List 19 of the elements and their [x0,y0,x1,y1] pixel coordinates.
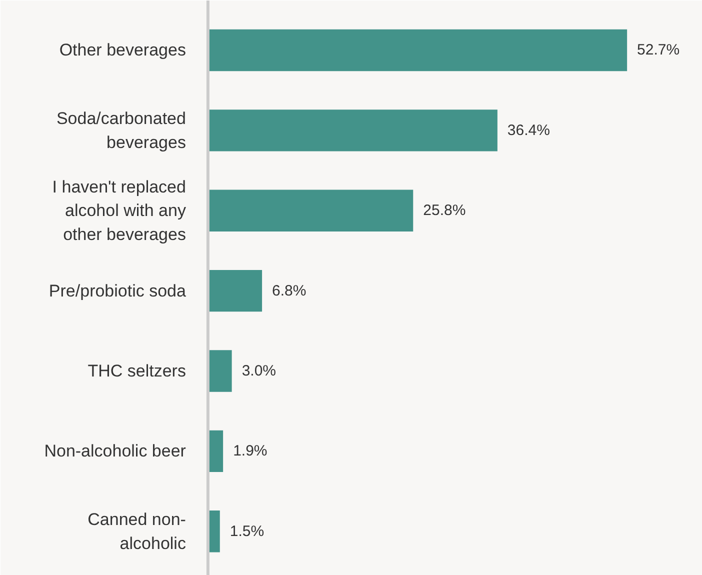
y-tick-label: Canned non-alcoholic [88,510,186,553]
data-label: 52.7% [637,42,680,59]
bar [208,29,628,72]
data-label: 1.9% [233,442,268,460]
bar [208,110,498,152]
data-label: 25.8% [423,202,466,220]
y-tick-label: Other beverages [59,40,186,60]
bar [208,270,262,312]
y-tick-label: Soda/carbonated beverages [56,109,186,152]
y-tick-label: I haven't replaced alcohol with any other beverages [52,177,186,244]
data-label: 36.4% [507,122,550,139]
y-tick-label: Pre/probiotic soda [48,281,186,300]
bar [208,350,232,392]
y-tick-label: Non-alcoholic beer [44,442,186,461]
data-label: 6.8% [272,282,306,300]
data-label: 3.0% [242,362,276,380]
data-label: 1.5% [230,522,264,540]
y-tick-label: THC seltzers [88,362,186,380]
bar [208,190,414,232]
